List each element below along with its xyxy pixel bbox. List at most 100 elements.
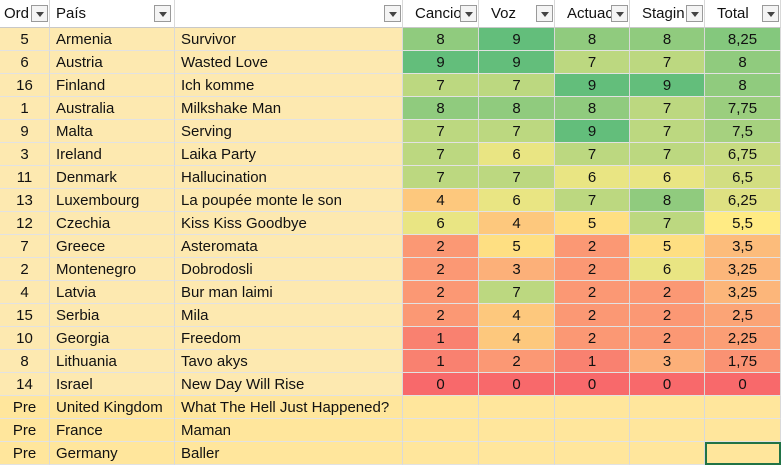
song-cell: Baller: [175, 442, 403, 465]
empty-cell: [630, 396, 705, 419]
score-cell: 7: [479, 74, 555, 97]
song-cell: Milkshake Man: [175, 97, 403, 120]
order-cell: 12: [0, 212, 50, 235]
score-cell: 3: [479, 258, 555, 281]
order-cell: 3: [0, 143, 50, 166]
score-cell: 6: [479, 189, 555, 212]
song-cell: New Day Will Rise: [175, 373, 403, 396]
song-cell: Wasted Love: [175, 51, 403, 74]
filter-button[interactable]: [460, 5, 477, 22]
song-cell: Ich komme: [175, 74, 403, 97]
score-cell: 0: [555, 373, 630, 396]
empty-cell: [705, 396, 781, 419]
empty-cell: [555, 419, 630, 442]
score-cell: 0: [479, 373, 555, 396]
total-cell: 2,25: [705, 327, 781, 350]
filter-button[interactable]: [384, 5, 401, 22]
song-cell: Maman: [175, 419, 403, 442]
filter-button[interactable]: [611, 5, 628, 22]
score-cell: 9: [479, 28, 555, 51]
score-cell: 2: [403, 281, 479, 304]
score-cell: 2: [630, 304, 705, 327]
song-cell: Serving: [175, 120, 403, 143]
order-cell: 16: [0, 74, 50, 97]
column-header: Actuac: [555, 0, 630, 28]
score-cell: 5: [479, 235, 555, 258]
score-cell: 9: [630, 74, 705, 97]
score-cell: 2: [630, 281, 705, 304]
song-cell: La poupée monte le son: [175, 189, 403, 212]
empty-cell: [630, 419, 705, 442]
score-cell: 6: [555, 166, 630, 189]
score-cell: 7: [630, 212, 705, 235]
score-cell: 6: [403, 212, 479, 235]
country-cell: United Kingdom: [50, 396, 175, 419]
total-cell: 3,25: [705, 281, 781, 304]
score-cell: 7: [403, 120, 479, 143]
country-cell: Czechia: [50, 212, 175, 235]
total-cell: 6,25: [705, 189, 781, 212]
score-cell: 5: [630, 235, 705, 258]
score-cell: 7: [630, 51, 705, 74]
score-cell: 1: [403, 327, 479, 350]
song-cell: Asteromata: [175, 235, 403, 258]
score-cell: 7: [479, 120, 555, 143]
score-cell: 4: [479, 212, 555, 235]
score-cell: 8: [630, 28, 705, 51]
total-cell: 1,75: [705, 350, 781, 373]
order-cell: 1: [0, 97, 50, 120]
empty-cell: [705, 419, 781, 442]
filter-button[interactable]: [31, 5, 48, 22]
score-cell: 2: [479, 350, 555, 373]
song-cell: Freedom: [175, 327, 403, 350]
empty-cell: [479, 396, 555, 419]
score-cell: 7: [630, 143, 705, 166]
song-cell: Tavo akys: [175, 350, 403, 373]
total-cell: 7,5: [705, 120, 781, 143]
empty-cell: [555, 396, 630, 419]
score-cell: 9: [555, 120, 630, 143]
total-cell: 6,5: [705, 166, 781, 189]
score-cell: 7: [479, 166, 555, 189]
score-cell: 9: [479, 51, 555, 74]
score-cell: 0: [403, 373, 479, 396]
column-header: [175, 0, 403, 28]
order-cell: Pre: [0, 442, 50, 465]
column-header: Stagin: [630, 0, 705, 28]
song-cell: Survivor: [175, 28, 403, 51]
score-cell: 8: [555, 97, 630, 120]
score-cell: 6: [630, 258, 705, 281]
score-cell: 2: [630, 327, 705, 350]
order-cell: 9: [0, 120, 50, 143]
score-cell: 9: [403, 51, 479, 74]
filter-button[interactable]: [154, 5, 171, 22]
song-cell: Kiss Kiss Goodbye: [175, 212, 403, 235]
score-cell: 1: [403, 350, 479, 373]
empty-cell: [630, 442, 705, 465]
score-cell: 0: [630, 373, 705, 396]
score-cell: 7: [479, 281, 555, 304]
song-cell: Hallucination: [175, 166, 403, 189]
score-cell: 4: [479, 304, 555, 327]
score-cell: 9: [555, 74, 630, 97]
filter-button[interactable]: [686, 5, 703, 22]
score-cell: 1: [555, 350, 630, 373]
empty-cell: [555, 442, 630, 465]
country-cell: Montenegro: [50, 258, 175, 281]
score-cell: 7: [555, 143, 630, 166]
total-cell: 8,25: [705, 28, 781, 51]
score-cell: 2: [555, 281, 630, 304]
score-cell: 7: [555, 189, 630, 212]
filter-button[interactable]: [536, 5, 553, 22]
country-cell: France: [50, 419, 175, 442]
empty-cell: [403, 419, 479, 442]
column-header: Voz: [479, 0, 555, 28]
country-cell: Serbia: [50, 304, 175, 327]
order-cell: Pre: [0, 396, 50, 419]
order-cell: 13: [0, 189, 50, 212]
order-cell: 2: [0, 258, 50, 281]
country-cell: Israel: [50, 373, 175, 396]
filter-button[interactable]: [762, 5, 779, 22]
total-cell: 3,5: [705, 235, 781, 258]
